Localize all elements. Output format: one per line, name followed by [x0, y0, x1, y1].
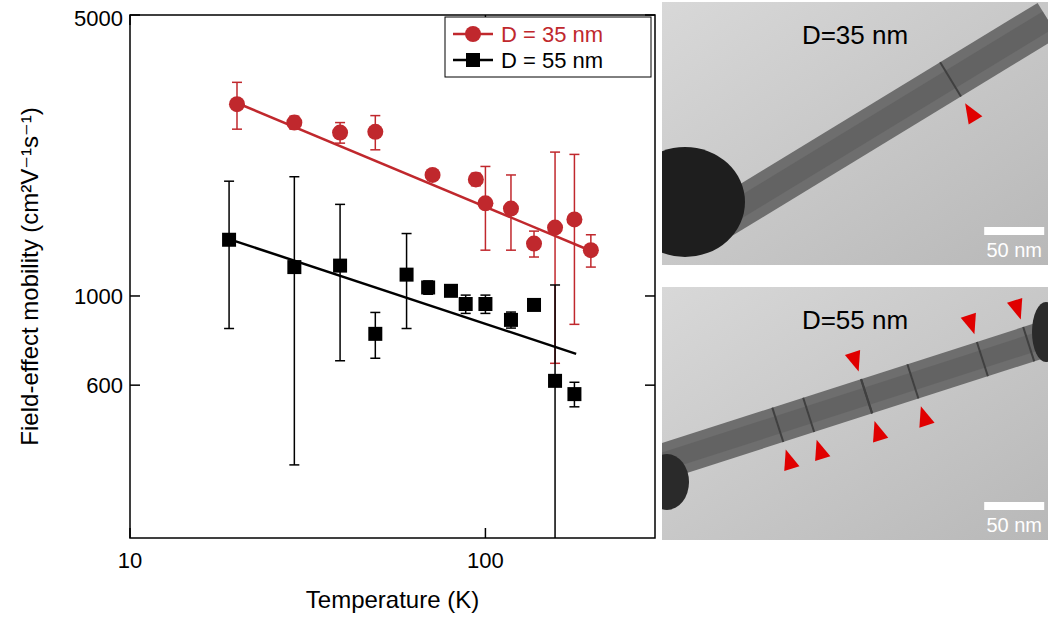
- data-point: [222, 233, 236, 247]
- arrowhead: [919, 406, 934, 427]
- electrode: [1032, 302, 1048, 362]
- x-axis-title: Temperature (K): [306, 586, 479, 613]
- y-tick-label: 1000: [74, 284, 123, 309]
- x-tick-label: 100: [467, 548, 504, 573]
- data-point: [478, 297, 492, 311]
- data-point: [459, 297, 473, 311]
- data-point: [368, 327, 382, 341]
- arrowhead: [1007, 298, 1022, 319]
- x-tick: [485, 528, 487, 538]
- data-point: [229, 96, 245, 112]
- data-point: [566, 211, 582, 227]
- electrode: [662, 147, 745, 257]
- data-point: [400, 268, 414, 282]
- y-tick: [645, 14, 655, 16]
- arrowhead: [845, 350, 860, 371]
- data-point: [421, 280, 435, 294]
- scale-bar: [984, 502, 1044, 510]
- nanowire: [662, 338, 1048, 462]
- defect-line: [861, 379, 872, 413]
- arrowhead: [815, 440, 830, 461]
- data-point: [583, 242, 599, 258]
- y-tick: [645, 295, 655, 297]
- arrowhead: [873, 421, 888, 442]
- scale-bar-label: 50 nm: [986, 239, 1042, 261]
- arrowhead: [784, 450, 799, 471]
- defect-line: [907, 364, 918, 398]
- data-point: [367, 124, 383, 140]
- nanowire: [700, 20, 1048, 232]
- data-point: [527, 298, 541, 312]
- y-axis-title: Field-effect mobility (cm²V⁻¹s⁻¹): [16, 107, 43, 445]
- y-tick: [645, 384, 655, 386]
- error-bar: [550, 285, 560, 538]
- legend: D = 35 nmD = 55 nm: [445, 17, 651, 77]
- defect-line: [977, 342, 988, 376]
- y-tick: [130, 384, 140, 386]
- data-point: [444, 284, 458, 298]
- scale-bar-label: 50 nm: [986, 514, 1042, 536]
- y-tick: [130, 14, 140, 16]
- scale-bar: [984, 227, 1044, 235]
- arrowhead: [961, 313, 976, 334]
- x-tick: [129, 15, 131, 25]
- legend-marker: [466, 53, 480, 67]
- data-point: [286, 115, 302, 131]
- y-tick-label: 600: [86, 373, 123, 398]
- fit-line: [237, 103, 592, 252]
- fit-line: [229, 239, 576, 354]
- defect-line: [772, 408, 783, 442]
- x-tick-label: 10: [118, 548, 142, 573]
- tem-image: [662, 2, 1048, 265]
- error-bar: [289, 177, 299, 465]
- error-bar: [335, 204, 345, 360]
- electrode: [662, 454, 689, 510]
- image-title: D=35 nm: [802, 20, 908, 50]
- legend-label: D = 35 nm: [501, 22, 603, 47]
- y-tick-label: 5000: [74, 6, 123, 31]
- arrowhead: [965, 103, 982, 124]
- data-point: [526, 236, 542, 252]
- error-bar: [569, 154, 579, 324]
- plot-frame: [130, 15, 655, 538]
- data-point: [425, 167, 441, 183]
- data-point: [504, 313, 518, 327]
- error-bar: [224, 181, 234, 328]
- legend-marker: [465, 26, 481, 42]
- defect-line: [940, 62, 961, 96]
- data-point: [468, 171, 484, 187]
- tem-image: [662, 287, 1048, 540]
- defect-line: [861, 379, 872, 413]
- legend-box: [445, 17, 651, 77]
- defect-line: [1023, 327, 1034, 361]
- defect-line: [803, 398, 814, 432]
- legend-label: D = 55 nm: [501, 48, 603, 73]
- x-tick: [129, 528, 131, 538]
- figure: 10 100 600 1000 5000 Temperature (K) Field-eff…: [0, 0, 1050, 627]
- y-tick: [130, 295, 140, 297]
- data-point: [333, 259, 347, 273]
- data-point: [567, 387, 581, 401]
- data-point: [547, 220, 563, 236]
- plot-data: [222, 82, 599, 538]
- image-title: D=55 nm: [802, 305, 908, 335]
- data-point: [548, 374, 562, 388]
- data-point: [477, 195, 493, 211]
- data-point: [287, 260, 301, 274]
- data-point: [503, 201, 519, 217]
- data-point: [332, 125, 348, 141]
